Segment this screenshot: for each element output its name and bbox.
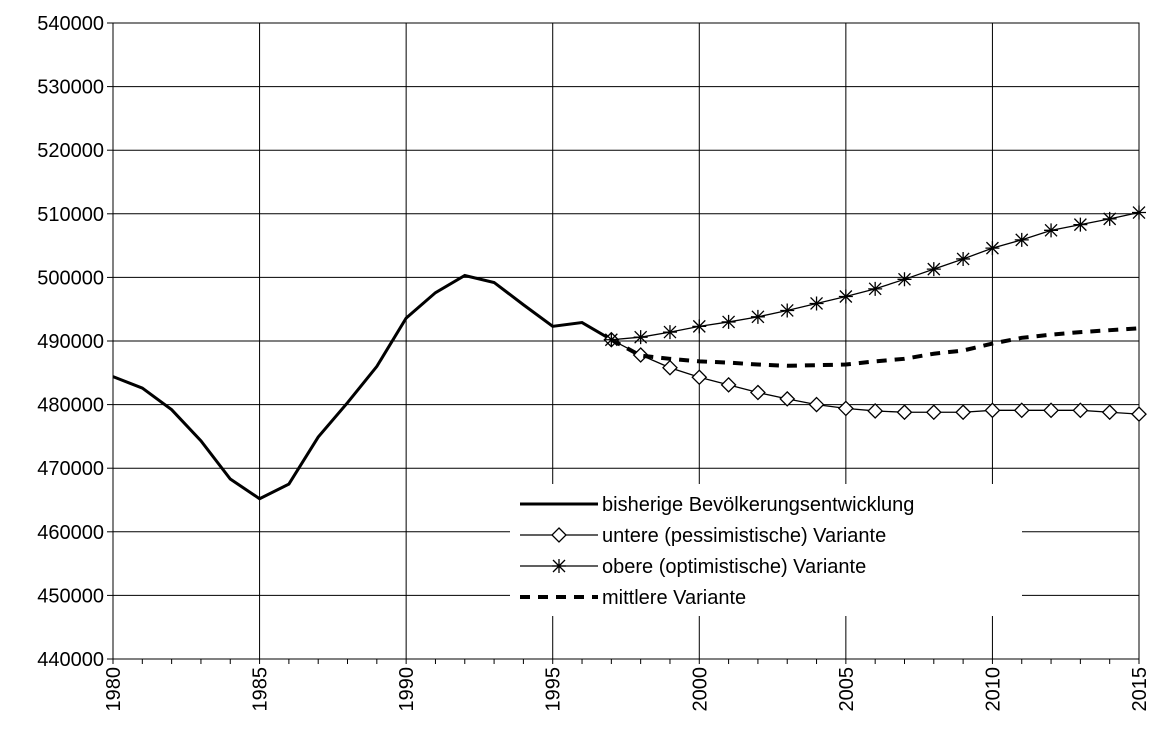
marker: [809, 296, 824, 311]
marker: [926, 262, 941, 277]
marker: [1102, 211, 1117, 226]
marker: [692, 319, 707, 334]
y-tick-label: 460000: [37, 522, 104, 544]
marker: [551, 527, 567, 543]
y-tick-label: 520000: [37, 140, 104, 162]
series-line: [611, 339, 1140, 415]
x-tick-label: 2000: [689, 667, 711, 712]
y-tick-label: 490000: [37, 331, 104, 353]
y-tick-label: 500000: [37, 267, 104, 289]
marker: [1072, 402, 1089, 419]
marker: [837, 400, 854, 417]
marker: [867, 403, 884, 419]
marker: [1132, 205, 1146, 220]
x-tick-label: 2010: [982, 667, 1004, 712]
marker: [552, 559, 566, 573]
y-tick-label: 540000: [37, 13, 104, 35]
marker: [1013, 402, 1030, 419]
marker: [868, 281, 883, 296]
series-line: [112, 273, 613, 501]
y-tick-label: 530000: [37, 77, 104, 99]
plot-frame: [112, 22, 1140, 660]
marker: [662, 325, 677, 340]
marker: [749, 384, 766, 401]
marker: [633, 330, 648, 345]
y-tick-label: 510000: [37, 204, 104, 226]
x-tick-label: 2015: [1129, 667, 1151, 712]
marker: [838, 289, 853, 304]
marker: [1043, 402, 1059, 419]
marker: [985, 241, 1000, 256]
y-tick-label: 470000: [37, 458, 104, 480]
y-tick-label: 450000: [37, 585, 104, 607]
x-tick-label: 2005: [836, 667, 858, 712]
marker: [808, 396, 825, 413]
legend-label: obere (optimistische) Variante: [602, 556, 866, 578]
marker: [1044, 223, 1059, 238]
y-tick-label: 440000: [37, 649, 104, 671]
marker: [984, 402, 1001, 419]
marker: [896, 404, 913, 421]
marker: [750, 309, 765, 324]
x-tick-label: 1985: [250, 667, 272, 712]
marker: [955, 404, 972, 421]
series-line: [611, 211, 1140, 341]
marker: [956, 251, 971, 266]
legend-label: mittlere Variante: [602, 587, 746, 609]
marker: [1073, 217, 1088, 232]
legend-label: bisherige Bevölkerungsentwicklung: [602, 494, 914, 516]
marker: [779, 390, 796, 407]
series-line: [610, 326, 1140, 368]
x-tick-label: 1980: [103, 667, 125, 712]
x-tick-label: 1990: [396, 667, 418, 712]
marker: [1014, 232, 1029, 247]
legend-box: [510, 484, 1022, 616]
y-tick-label: 480000: [37, 395, 104, 417]
marker: [720, 376, 737, 393]
marker: [780, 303, 795, 318]
marker: [1101, 404, 1118, 421]
marker: [1131, 406, 1147, 423]
legend-label: untere (pessimistische) Variante: [602, 525, 886, 547]
marker: [897, 272, 912, 287]
marker: [662, 359, 678, 376]
marker: [925, 404, 942, 421]
x-tick-label: 1995: [543, 667, 565, 712]
marker: [721, 314, 736, 329]
marker: [691, 369, 708, 386]
